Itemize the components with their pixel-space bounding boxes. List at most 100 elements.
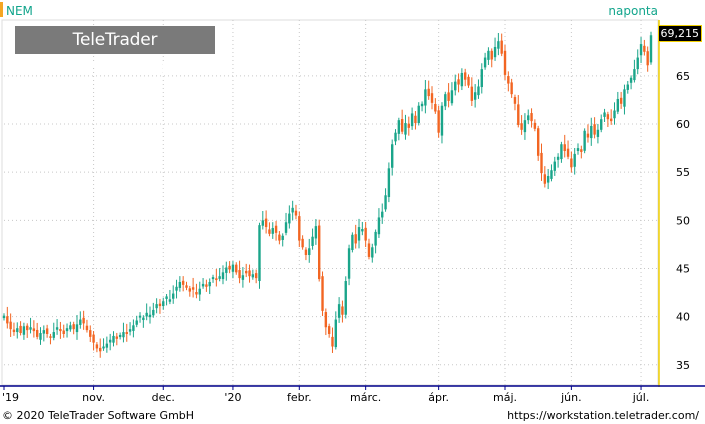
candle-body (125, 332, 128, 334)
copyright-text: © 2020 TeleTrader Software GmbH (2, 409, 195, 422)
x-tick-label: márc. (350, 391, 381, 404)
candle-body (397, 120, 401, 134)
candle-body (480, 69, 483, 88)
candle-body (72, 324, 75, 330)
candle-body (619, 97, 623, 104)
candle-body (281, 235, 284, 240)
candle-body (639, 44, 643, 56)
x-tick-label: júl. (632, 391, 650, 404)
candle-body (112, 335, 115, 343)
y-tick-55: 55 (676, 166, 690, 179)
candle-body (364, 227, 367, 241)
candle-body (225, 267, 228, 273)
candle-body (115, 336, 119, 339)
candle-body (138, 315, 142, 318)
candle-body (633, 69, 636, 81)
candle-body (245, 270, 248, 274)
candle-body (646, 51, 649, 66)
candle-body (391, 144, 394, 168)
candle-body (394, 132, 397, 142)
candle-body (430, 93, 434, 103)
candle-body (530, 113, 533, 122)
candle-body (118, 334, 122, 338)
candle-body (248, 270, 251, 277)
plot-frame (1, 19, 659, 386)
candle-body (19, 325, 22, 334)
candle-body (251, 274, 255, 278)
candle-body (540, 152, 543, 174)
candle-body (517, 104, 520, 125)
candle-body (158, 303, 162, 307)
candle-body (566, 148, 570, 157)
candle-body (145, 312, 148, 317)
candle-body (311, 236, 314, 246)
x-tick-label: '19 (2, 391, 19, 404)
candle-body (201, 283, 205, 287)
candle-body (105, 343, 109, 348)
candle-body (42, 330, 46, 334)
candle-body (29, 327, 32, 330)
candle-body (527, 115, 530, 121)
candle-body (460, 72, 464, 87)
candle-body (629, 77, 633, 83)
website-link[interactable]: https://workstation.teletrader.com/ (507, 409, 699, 422)
candle-body (69, 325, 72, 330)
candle-body (291, 207, 294, 213)
candle-body (361, 229, 364, 232)
candle-body (347, 248, 351, 279)
candle-body (165, 296, 168, 299)
candle-body (135, 320, 138, 325)
candle-body (497, 41, 500, 49)
x-tick-label: ápr. (428, 391, 449, 404)
candle-series (2, 31, 653, 358)
candle-body (603, 112, 606, 117)
candle-body (318, 225, 321, 280)
x-tick-label: '20 (224, 391, 241, 404)
candle-body (254, 273, 258, 279)
candle-body (314, 226, 318, 239)
symbol-label[interactable]: NEM (6, 4, 33, 18)
candle-body (185, 285, 188, 288)
candle-body (85, 325, 89, 331)
candle-body (12, 329, 16, 333)
candle-body (188, 288, 192, 292)
symbol-accent-bar (0, 2, 3, 17)
x-tick-label: jún. (560, 391, 582, 404)
candle-body (2, 315, 6, 319)
candle-body (175, 286, 178, 291)
candle-body (22, 326, 26, 335)
candle-body (235, 264, 238, 273)
candle-body (108, 339, 112, 343)
candle-body (198, 288, 201, 295)
candle-body (238, 270, 241, 279)
x-tick-label: febr. (287, 391, 312, 404)
candle-body (268, 229, 271, 234)
candle-body (261, 220, 264, 226)
candle-body (274, 225, 278, 233)
candle-body (284, 222, 288, 233)
candle-body (507, 76, 510, 84)
candle-body (211, 277, 215, 280)
candle-body (181, 280, 185, 285)
candle-body (381, 211, 384, 218)
y-tick-labels: 35 40 45 50 55 60 65 (676, 70, 690, 372)
candle-body (523, 120, 527, 133)
x-tick-label: nov. (82, 391, 105, 404)
candle-body (454, 81, 457, 91)
period-label[interactable]: naponta (608, 4, 658, 18)
candle-body (447, 92, 450, 101)
candle-body (573, 153, 576, 167)
candle-body (132, 325, 135, 331)
candle-body (483, 57, 487, 68)
candle-body (543, 174, 547, 184)
watermark-text-b: WorkStation (56, 58, 174, 78)
candle-body (520, 123, 523, 130)
candle-body (155, 304, 158, 309)
candle-body (32, 328, 36, 332)
candle-body (560, 144, 563, 160)
candle-body (191, 287, 195, 290)
candle-body (437, 110, 440, 133)
candle-body (334, 319, 337, 348)
candle-body (99, 347, 102, 352)
candle-body (102, 346, 105, 349)
